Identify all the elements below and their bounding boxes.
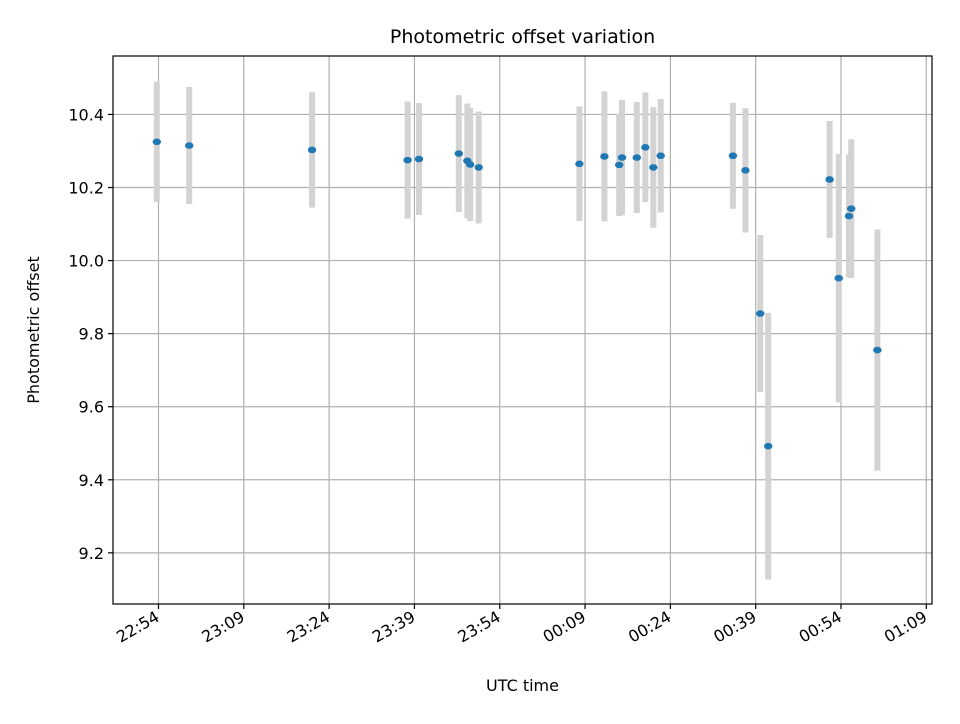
data-point	[307, 146, 317, 154]
y-tick-label: 10.0	[68, 252, 104, 271]
data-point	[641, 144, 650, 151]
data-point	[575, 160, 584, 168]
data-point	[414, 155, 424, 163]
data-point	[764, 442, 773, 450]
data-point	[185, 142, 194, 149]
data-point	[474, 164, 483, 171]
data-point	[756, 310, 765, 317]
data-point	[834, 274, 843, 282]
grid	[113, 56, 932, 604]
y-tick-label: 9.4	[79, 471, 104, 490]
y-axis-label: Photometric offset	[24, 256, 43, 404]
data-point	[741, 167, 750, 174]
data-point	[656, 152, 665, 160]
plot-frame	[112, 55, 933, 605]
data-point	[454, 150, 463, 157]
x-axis-label: UTC time	[486, 676, 559, 695]
y-tick-label: 9.6	[79, 398, 104, 417]
y-tick-label: 9.2	[79, 544, 104, 563]
y-tick-label: 10.4	[68, 105, 104, 124]
data-point	[465, 161, 475, 168]
y-tick-label: 10.2	[68, 179, 104, 198]
chart-title: Photometric offset variation	[390, 26, 655, 48]
data-points	[152, 138, 882, 450]
data-point	[728, 152, 738, 160]
data-point	[614, 161, 624, 169]
y-tick-label: 9.8	[79, 325, 104, 344]
data-point	[844, 212, 854, 220]
data-point	[617, 154, 627, 161]
data-point	[152, 138, 161, 146]
data-point	[649, 164, 658, 171]
data-point	[600, 153, 609, 160]
data-point	[632, 154, 642, 161]
data-point	[847, 205, 856, 213]
data-point	[403, 156, 412, 164]
data-point	[825, 176, 834, 183]
data-point	[873, 346, 882, 354]
